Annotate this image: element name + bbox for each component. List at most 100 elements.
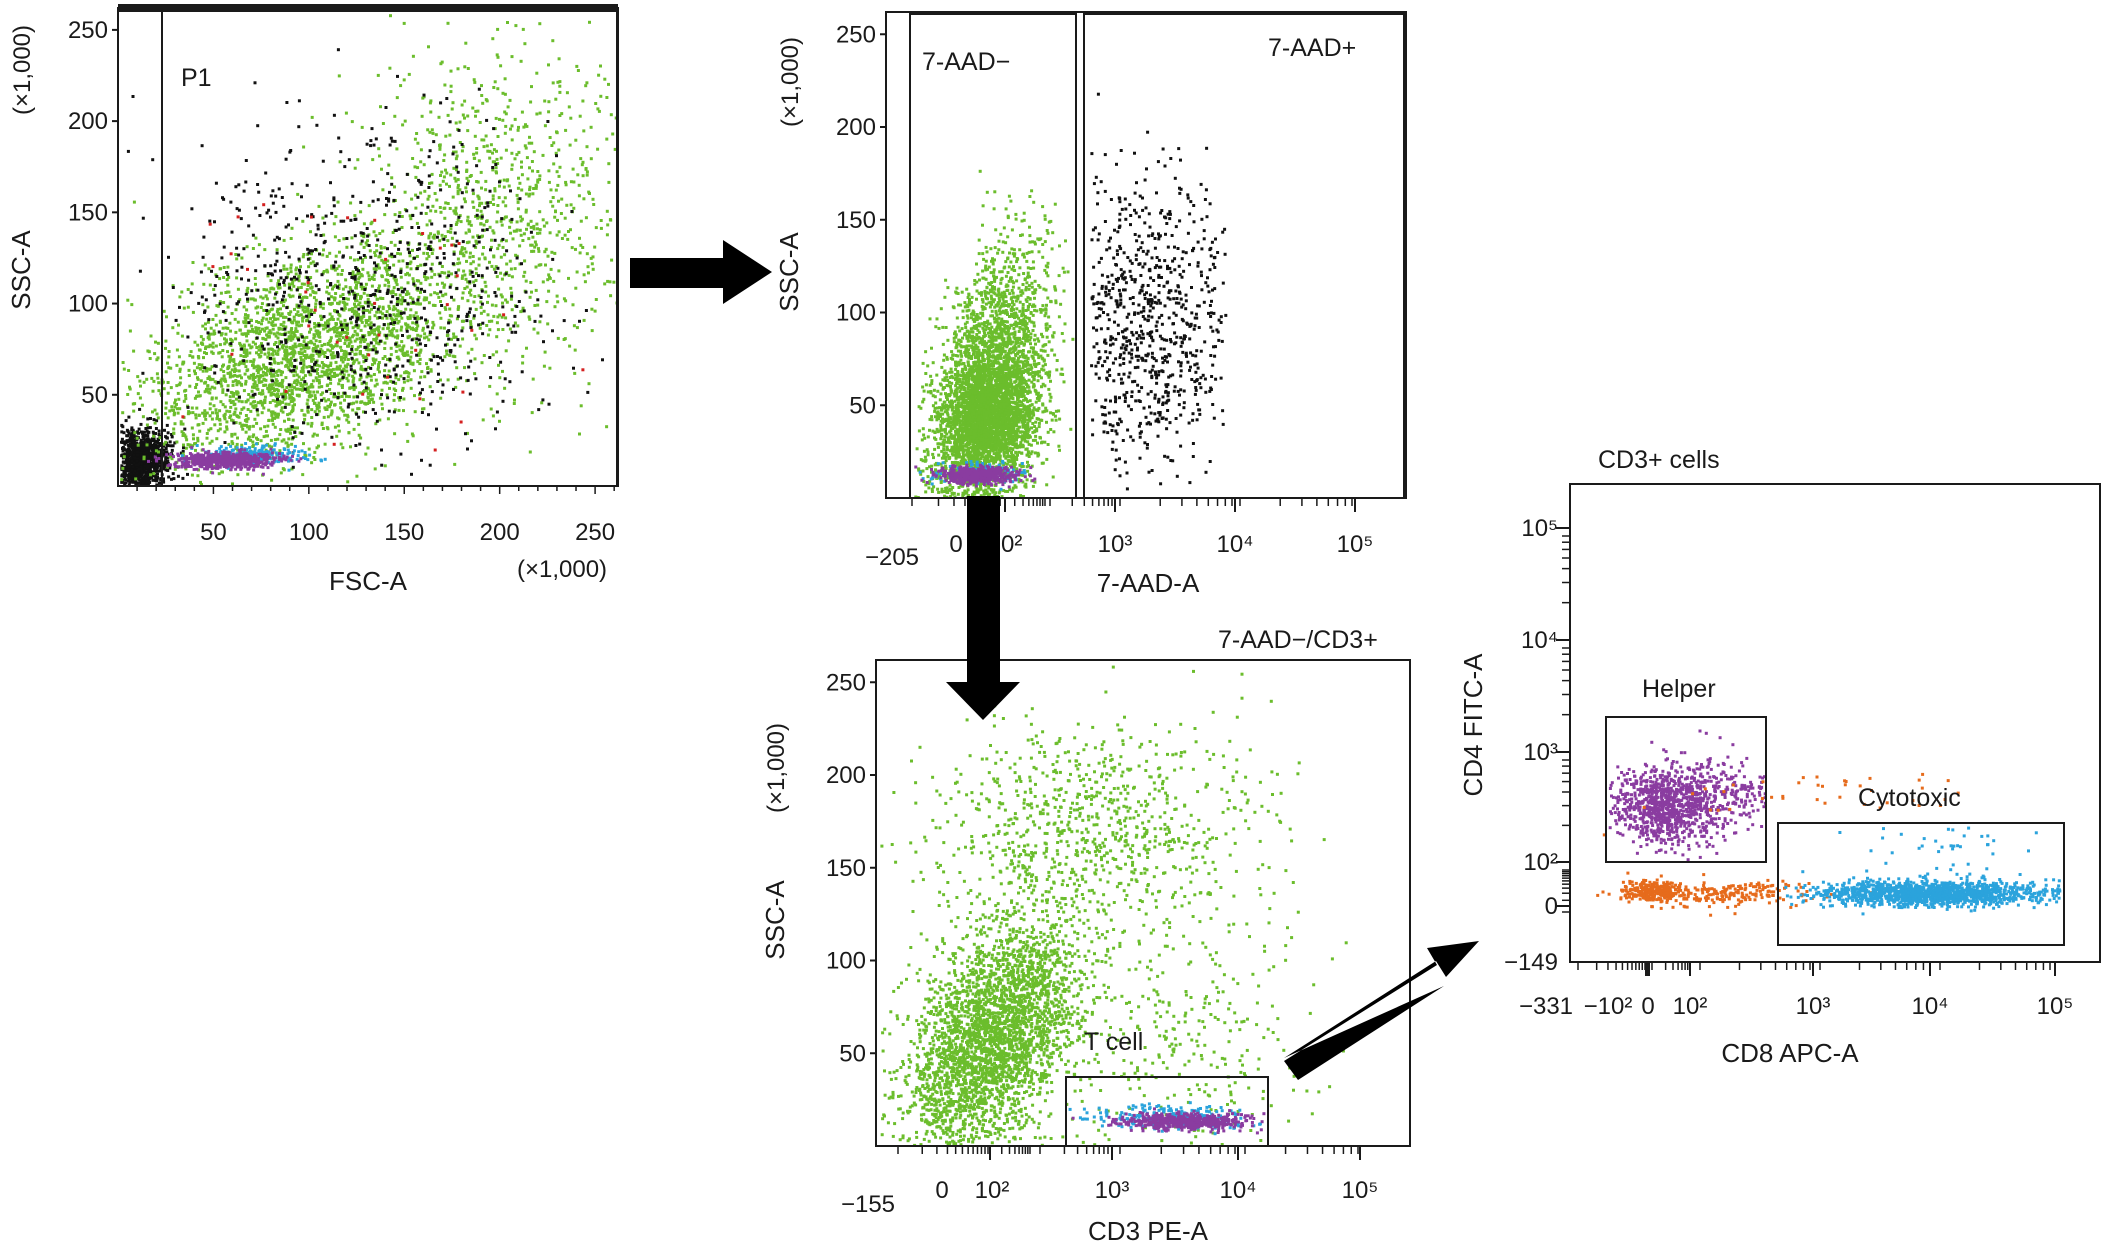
scatter-point-green	[311, 385, 314, 388]
scatter-point-black	[337, 48, 340, 51]
scatter-point-green	[393, 432, 396, 435]
scatter-point-green	[164, 340, 167, 343]
scatter-point-green	[294, 435, 297, 438]
scatter-point-green	[511, 55, 514, 58]
scatter-point-green	[397, 378, 400, 381]
scatter-point-green	[414, 176, 417, 179]
scatter-point-green	[531, 244, 534, 247]
scatter-point-black	[396, 303, 399, 306]
scatter-point-black	[500, 217, 503, 220]
scatter-point-green	[547, 290, 550, 293]
scatter-point-green	[564, 337, 567, 340]
scatter-point-green	[274, 438, 277, 441]
scatter-point-green	[605, 96, 608, 99]
scatter-point-green	[591, 262, 594, 265]
scatter-point-green	[352, 396, 355, 399]
scatter-point-green	[180, 291, 183, 294]
scatter-point-green	[177, 392, 180, 395]
scatter-point-green	[273, 297, 276, 300]
scatter-point-green	[416, 222, 419, 225]
scatter-point-green	[509, 99, 512, 102]
scatter-point-black	[332, 266, 335, 269]
scatter-point-green	[188, 385, 191, 388]
scatter-point-black	[372, 200, 375, 203]
scatter-point-black	[447, 321, 450, 324]
scatter-point-black	[121, 441, 124, 444]
scatter-point-green	[606, 233, 609, 236]
scatter-point-green	[184, 397, 187, 400]
scatter-point-green	[501, 224, 504, 227]
scatter-point-green	[583, 273, 586, 276]
scatter-point-green	[422, 327, 425, 330]
scatter-point-black	[340, 324, 343, 327]
scatter-point-green	[561, 237, 564, 240]
scatter-point-green	[475, 308, 478, 311]
scatter-point-green	[281, 371, 284, 374]
scatter-point-green	[462, 270, 465, 273]
scatter-point-green	[547, 100, 550, 103]
scatter-point-green	[557, 200, 560, 203]
scatter-point-black	[493, 291, 496, 294]
scatter-point-green	[442, 159, 445, 162]
scatter-point-green	[298, 275, 301, 278]
scatter-point-green	[467, 352, 470, 355]
scatter-point-black	[167, 256, 170, 259]
scatter-point-green	[473, 372, 476, 375]
scatter-point-green	[376, 383, 379, 386]
scatter-point-black	[373, 324, 376, 327]
scatter-point-black	[121, 425, 124, 428]
scatter-point-green	[544, 351, 547, 354]
scatter-point-black	[416, 196, 419, 199]
scatter-point-green	[468, 230, 471, 233]
scatter-point-green	[233, 370, 236, 373]
scatter-point-green	[363, 222, 366, 225]
scatter-point-black	[166, 437, 169, 440]
scatter-point-black	[200, 271, 203, 274]
scatter-point-green	[361, 126, 364, 129]
scatter-point-green	[335, 435, 338, 438]
scatter-point-green	[302, 255, 305, 258]
scatter-point-black	[150, 457, 153, 460]
scatter-point-green	[276, 331, 279, 334]
scatter-point-black	[276, 236, 279, 239]
scatter-point-black	[351, 195, 354, 198]
scatter-point-green	[431, 173, 434, 176]
scatter-point-black	[246, 298, 249, 301]
scatter-point-green	[358, 361, 361, 364]
scatter-point-black	[342, 376, 345, 379]
scatter-point-black	[285, 101, 288, 104]
scatter-point-black	[307, 370, 310, 373]
scatter-point-green	[455, 207, 458, 210]
scatter-point-green	[302, 367, 305, 370]
scatter-point-green	[480, 306, 483, 309]
scatter-point-black	[518, 300, 521, 303]
scatter-point-black	[354, 444, 357, 447]
scatter-point-green	[461, 275, 464, 278]
scatter-point-black	[202, 236, 205, 239]
scatter-point-green	[309, 294, 312, 297]
scatter-point-green	[388, 387, 391, 390]
scatter-point-green	[543, 365, 546, 368]
scatter-point-green	[375, 311, 378, 314]
scatter-point-black	[272, 202, 275, 205]
scatter-point-green	[550, 144, 553, 147]
scatter-point-green	[340, 356, 343, 359]
scatter-point-black	[280, 341, 283, 344]
scatter-point-green	[255, 307, 258, 310]
scatter-point-black	[127, 150, 130, 153]
scatter-point-green	[223, 430, 226, 433]
scatter-point-black	[364, 368, 367, 371]
scatter-point-green	[558, 91, 561, 94]
scatter-point-green	[523, 232, 526, 235]
scatter-point-green	[307, 312, 310, 315]
scatter-point-green	[287, 272, 290, 275]
scatter-point-green	[459, 121, 462, 124]
scatter-point-black	[177, 475, 180, 478]
scatter-point-green	[375, 342, 378, 345]
scatter-point-green	[191, 407, 194, 410]
scatter-point-green	[566, 91, 569, 94]
scatter-point-black	[190, 207, 193, 210]
scatter-point-black	[298, 258, 301, 261]
scatter-point-green	[426, 367, 429, 370]
scatter-point-black	[369, 367, 372, 370]
